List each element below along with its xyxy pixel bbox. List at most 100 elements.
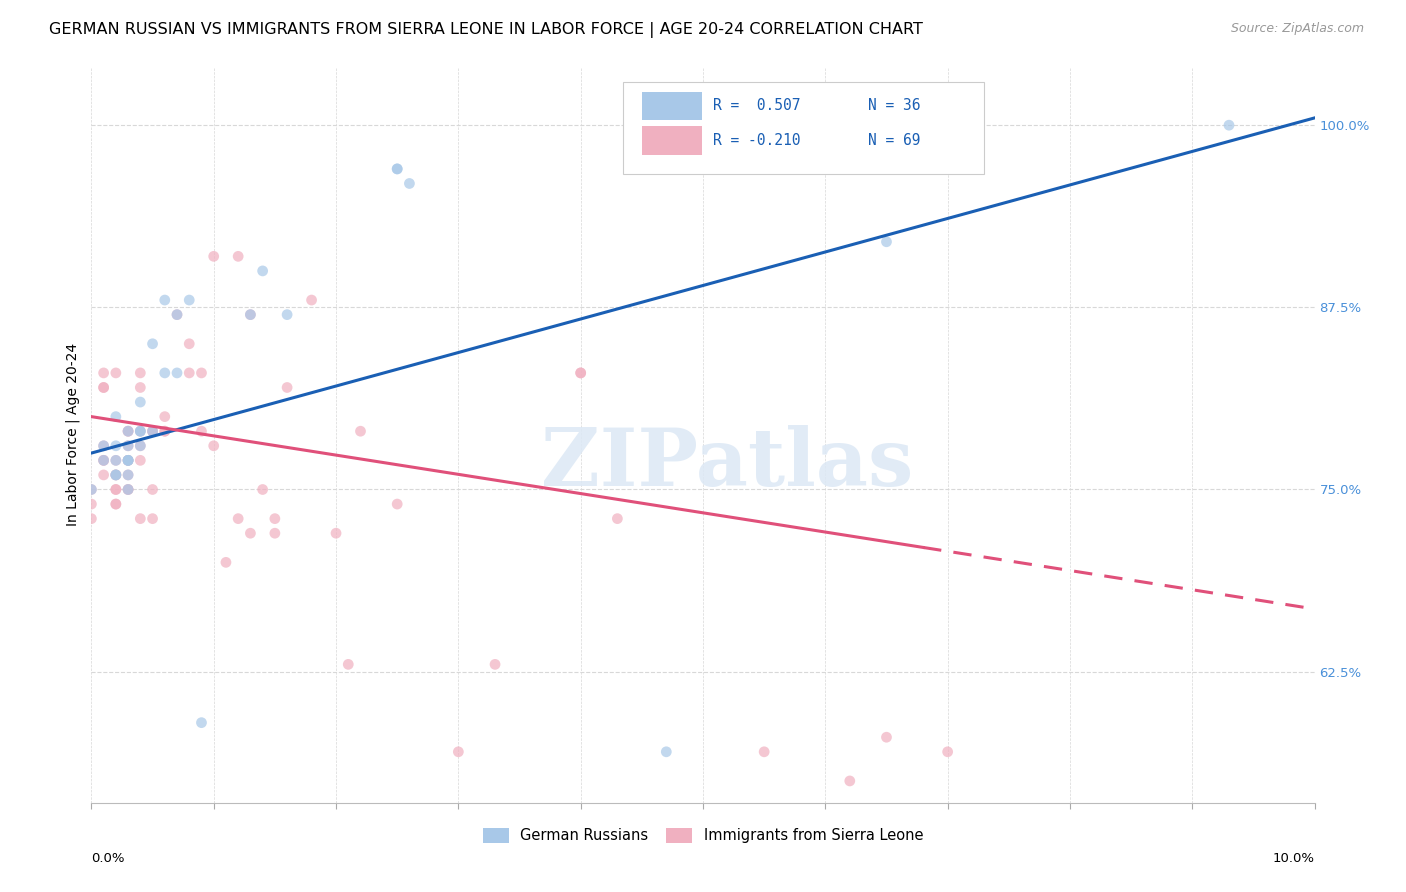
Point: [936, 745, 959, 759]
Point: [129, 380, 152, 394]
Point: [129, 395, 152, 409]
Point: [239, 526, 262, 541]
Point: [239, 308, 262, 322]
Point: [141, 424, 163, 438]
Point: [179, 293, 201, 307]
Point: [153, 366, 176, 380]
Point: [80, 483, 103, 497]
Point: [569, 366, 592, 380]
Point: [606, 511, 628, 525]
Point: [226, 249, 249, 263]
Point: [93, 453, 115, 467]
Point: [104, 467, 127, 482]
Point: [252, 264, 274, 278]
Point: [117, 483, 139, 497]
Point: [190, 715, 212, 730]
Point: [190, 366, 212, 380]
Point: [875, 730, 898, 744]
Point: [264, 511, 287, 525]
Point: [104, 453, 127, 467]
Point: [385, 161, 409, 176]
Point: [166, 308, 188, 322]
Point: [117, 483, 139, 497]
Point: [129, 439, 152, 453]
Point: [117, 453, 139, 467]
Point: [447, 745, 470, 759]
FancyBboxPatch shape: [623, 81, 984, 174]
Point: [276, 380, 298, 394]
Text: N = 36: N = 36: [868, 98, 921, 113]
Point: [117, 424, 139, 438]
Point: [349, 424, 371, 438]
Point: [93, 467, 115, 482]
Point: [117, 483, 139, 497]
Point: [202, 249, 225, 263]
Point: [153, 409, 176, 424]
Point: [141, 483, 163, 497]
Point: [141, 336, 163, 351]
Point: [104, 467, 127, 482]
Point: [1218, 118, 1240, 132]
Point: [129, 424, 152, 438]
Point: [190, 424, 212, 438]
Point: [129, 511, 152, 525]
Point: [117, 439, 139, 453]
Point: [301, 293, 323, 307]
Point: [129, 439, 152, 453]
Point: [104, 409, 127, 424]
Point: [264, 526, 287, 541]
Point: [93, 453, 115, 467]
Point: [129, 424, 152, 438]
Point: [385, 497, 409, 511]
Point: [153, 293, 176, 307]
Point: [325, 526, 347, 541]
Text: ZIPatlas: ZIPatlas: [541, 425, 914, 503]
Point: [93, 366, 115, 380]
Point: [337, 657, 360, 672]
FancyBboxPatch shape: [643, 126, 702, 155]
Point: [252, 483, 274, 497]
Point: [93, 380, 115, 394]
Point: [117, 453, 139, 467]
Point: [202, 439, 225, 453]
Point: [93, 439, 115, 453]
Point: [838, 773, 860, 788]
Point: [754, 745, 776, 759]
Text: R =  0.507: R = 0.507: [713, 98, 800, 113]
Point: [104, 483, 127, 497]
Point: [104, 497, 127, 511]
Point: [179, 336, 201, 351]
Point: [239, 308, 262, 322]
Point: [179, 366, 201, 380]
Point: [166, 366, 188, 380]
Point: [215, 555, 238, 569]
Point: [484, 657, 506, 672]
Y-axis label: In Labor Force | Age 20-24: In Labor Force | Age 20-24: [66, 343, 80, 526]
Point: [104, 467, 127, 482]
Point: [141, 511, 163, 525]
Point: [117, 467, 139, 482]
Point: [80, 511, 103, 525]
Point: [129, 424, 152, 438]
Point: [93, 453, 115, 467]
Point: [104, 366, 127, 380]
Point: [141, 424, 163, 438]
Point: [104, 439, 127, 453]
Point: [104, 497, 127, 511]
Point: [117, 439, 139, 453]
Point: [104, 453, 127, 467]
Point: [117, 467, 139, 482]
Point: [104, 483, 127, 497]
Point: [385, 161, 409, 176]
Point: [117, 424, 139, 438]
Point: [117, 453, 139, 467]
Text: Source: ZipAtlas.com: Source: ZipAtlas.com: [1230, 22, 1364, 36]
Point: [276, 308, 298, 322]
Point: [80, 497, 103, 511]
Point: [117, 453, 139, 467]
Point: [655, 745, 678, 759]
Point: [226, 511, 249, 525]
Point: [141, 424, 163, 438]
Point: [398, 177, 420, 191]
Point: [153, 424, 176, 438]
